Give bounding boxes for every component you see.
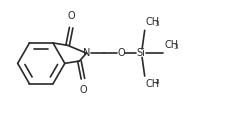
Text: 3: 3 — [155, 79, 159, 85]
Text: 3: 3 — [174, 44, 178, 50]
Text: CH: CH — [146, 79, 160, 89]
Text: N: N — [83, 48, 90, 58]
Text: 3: 3 — [155, 21, 159, 27]
Text: O: O — [117, 48, 125, 58]
Text: CH: CH — [164, 40, 178, 50]
Text: Si: Si — [137, 48, 146, 58]
Text: CH: CH — [146, 17, 160, 27]
Text: O: O — [67, 11, 75, 21]
Text: O: O — [79, 85, 87, 95]
